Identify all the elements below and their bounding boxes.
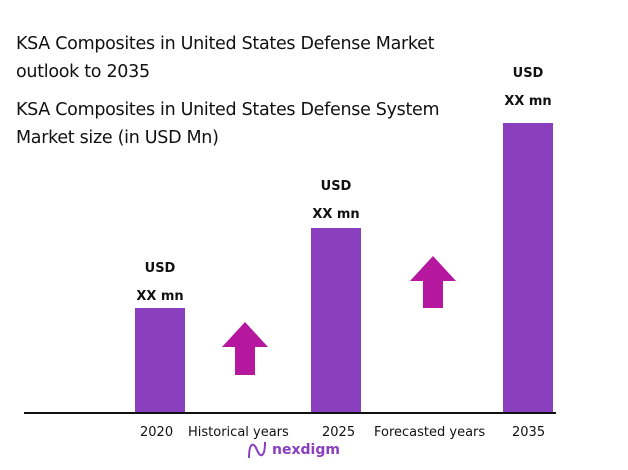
- logo-text: nexdigm: [272, 442, 340, 458]
- period-label-historical: Historical years: [188, 425, 289, 440]
- bar-2035: [503, 123, 553, 413]
- nexdigm-logo-icon: [248, 441, 266, 459]
- up-arrow-icon: [222, 322, 268, 375]
- x-axis-line: [24, 412, 556, 414]
- x-tick-2025: 2025: [322, 425, 356, 440]
- data-label-line2: XX mn: [504, 94, 552, 109]
- chart-title: KSA Composites in United States Defense …: [16, 34, 435, 82]
- data-label-2025: USD XX mn: [301, 173, 371, 229]
- x-tick-2020: 2020: [140, 425, 174, 440]
- data-label-2020: USD XX mn: [125, 255, 195, 311]
- period-label-forecasted: Forecasted years: [374, 425, 486, 440]
- data-label-line1: USD: [512, 66, 544, 81]
- data-label-2035: USD XX mn: [493, 60, 563, 116]
- bar-2020: [135, 308, 185, 413]
- x-tick-2035: 2035: [512, 425, 546, 440]
- title-block: KSA Composites in United States Defense …: [16, 30, 498, 152]
- chart-subtitle: KSA Composites in United States Defense …: [16, 100, 440, 148]
- up-arrow-icon: [410, 256, 456, 308]
- data-label-line1: USD: [320, 179, 352, 194]
- data-label-line2: XX mn: [136, 289, 184, 304]
- nexdigm-logo: nexdigm: [246, 440, 340, 460]
- data-label-line2: XX mn: [312, 207, 360, 222]
- data-label-line1: USD: [144, 261, 176, 276]
- bar-2025: [311, 228, 361, 413]
